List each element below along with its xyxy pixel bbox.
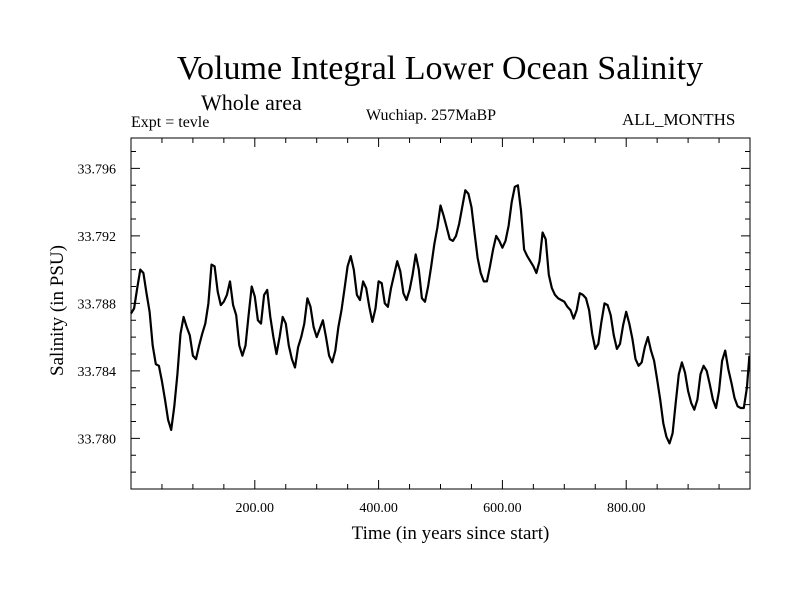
y-tick-label: 33.784 bbox=[78, 365, 117, 380]
tick-labels: 200.00 400.00 600.00 800.00 33.780 33.784 33.7… bbox=[78, 162, 646, 516]
y-tick-label: 33.792 bbox=[78, 230, 117, 245]
plot-frame bbox=[130, 137, 751, 490]
y-tick-label: 33.788 bbox=[78, 297, 117, 312]
y-axis-label: Salinity (in PSU) bbox=[47, 245, 68, 376]
x-tick-label: 200.00 bbox=[236, 501, 275, 516]
axis-ticks bbox=[131, 138, 750, 489]
months-label: ALL_MONTHS bbox=[622, 110, 736, 129]
x-tick-label: 800.00 bbox=[607, 501, 646, 516]
chart-title: Volume Integral Lower Ocean Salinity bbox=[176, 50, 704, 87]
x-axis-label: Time (in years since start) bbox=[352, 523, 550, 544]
period-label: Wuchiap. 257MaBP bbox=[366, 107, 497, 124]
y-tick-label: 33.796 bbox=[78, 162, 117, 177]
series-line-salinity bbox=[130, 184, 751, 445]
experiment-label: Expt = tevle bbox=[131, 114, 210, 131]
x-tick-label: 400.00 bbox=[359, 501, 398, 516]
x-tick-label: 600.00 bbox=[483, 501, 522, 516]
y-tick-label: 33.780 bbox=[78, 432, 117, 447]
chart-subtitle: Whole area bbox=[201, 90, 302, 115]
